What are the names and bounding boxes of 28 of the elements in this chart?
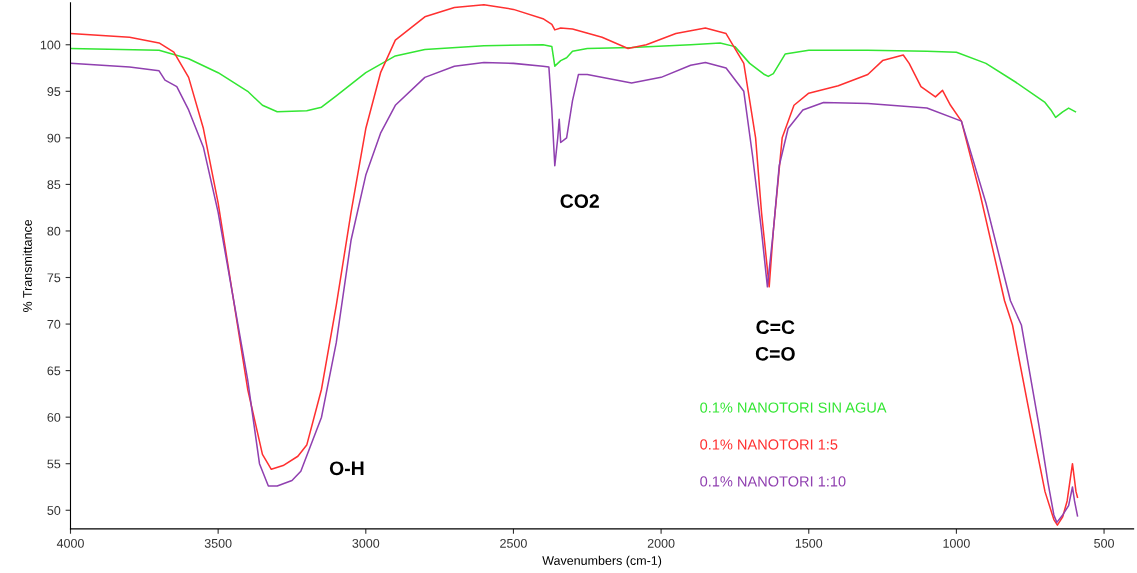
x-tick-label: 500 [1094, 538, 1114, 548]
x-tick-label: 3000 [352, 538, 380, 548]
y-tick-label: 95 [47, 87, 61, 96]
x-axis-title: Wavenumbers (cm-1) [542, 555, 662, 568]
annotation: CO2 [560, 194, 599, 208]
text: 0.1% NANOTORI 1:5 [700, 439, 838, 450]
y-tick-label: 90 [47, 133, 61, 143]
annotation: O-H [329, 461, 364, 476]
x-tick-label: 3500 [204, 538, 232, 548]
x-tick-label: 2000 [647, 538, 675, 548]
y-tick-label: 85 [47, 180, 61, 190]
y-tick-label: 70 [47, 319, 61, 329]
y-tick-label: 65 [47, 366, 61, 376]
line-series [70, 42, 1077, 119]
x-tick-label: 2500 [500, 538, 527, 548]
x-tick-label: 4000 [56, 538, 84, 548]
y-tick-label: 60 [47, 412, 61, 422]
annotation: C=C C=O [755, 320, 795, 361]
y-tick-label: 80 [47, 226, 61, 236]
y-tick-label: 75 [47, 273, 61, 283]
text: 0.1% NANOTORI SIN AGUA [700, 402, 887, 413]
y-tick-label: 50 [47, 506, 61, 515]
y-tick-label: 100 [40, 40, 61, 50]
y-axis-title: % Transmittance [22, 219, 32, 312]
x-tick-label: 1500 [795, 538, 823, 548]
text: 0.1% NANOTORI 1:10 [700, 476, 846, 487]
x-tick-label: 1000 [943, 538, 970, 548]
y-tick-label: 55 [47, 459, 61, 469]
